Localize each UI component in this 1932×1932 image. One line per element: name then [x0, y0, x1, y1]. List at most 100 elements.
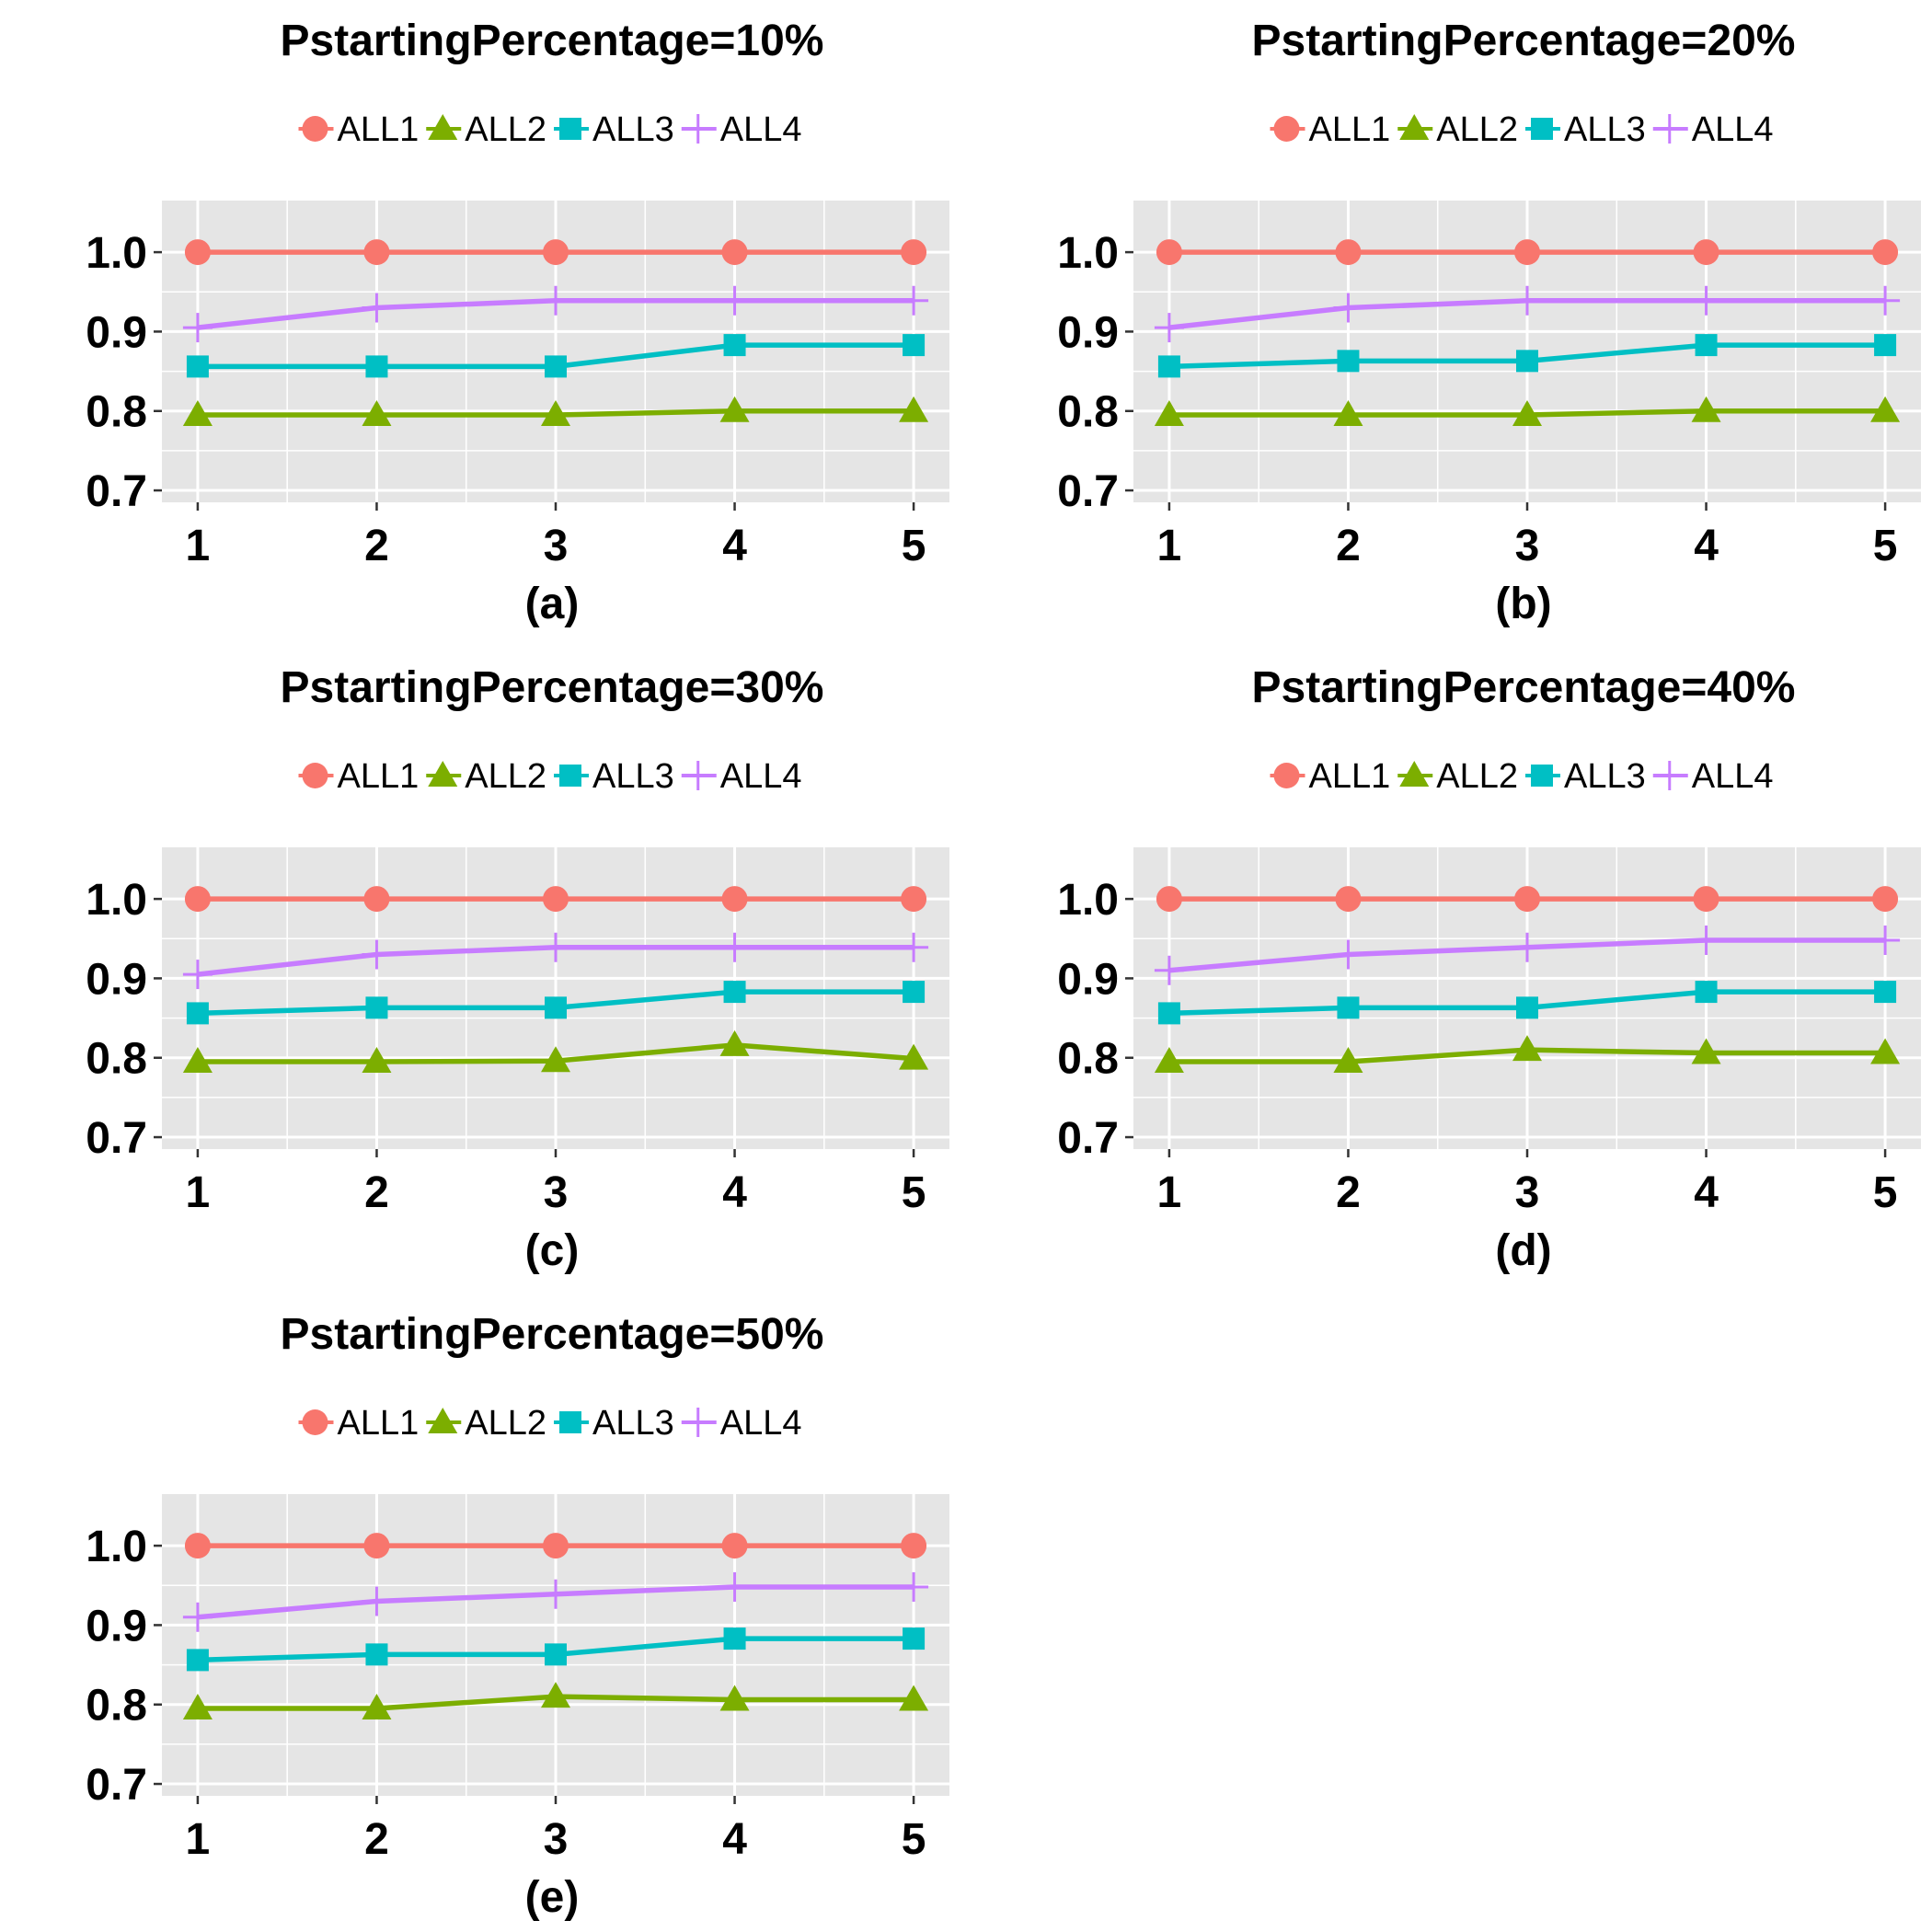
chart-title: PstartingPercentage=50%	[281, 1310, 824, 1359]
x-tick-label: 1	[1157, 1168, 1182, 1217]
legend-label: ALL1	[338, 757, 420, 796]
x-tick-label: 5	[902, 1168, 926, 1217]
data-point-all3	[1157, 355, 1180, 378]
data-point-all1	[363, 1533, 390, 1559]
legend-key-marker	[1273, 116, 1300, 142]
x-tick-label: 2	[364, 522, 389, 570]
chart-panel-5: PstartingPercentage=50% ALL1 ALL2 ALL3 ALL4 0…	[86, 1310, 949, 1922]
series-all1	[184, 1533, 927, 1559]
x-axis-label: (d)	[1495, 1226, 1551, 1275]
data-point-all1	[1693, 886, 1719, 913]
data-point-all3	[1337, 350, 1360, 373]
legend-item-all1: ALL1	[1270, 110, 1390, 149]
x-axis-label: (a)	[525, 580, 580, 628]
data-point-all4	[1870, 285, 1901, 316]
data-point-all4	[719, 932, 750, 962]
data-point-all2	[899, 1043, 929, 1070]
chart-panel-1: PstartingPercentage=10% ALL1 ALL2 ALL3 ALL4 0…	[86, 17, 949, 628]
series-all2	[182, 1029, 929, 1074]
legend-label: ALL1	[338, 110, 420, 149]
x-tick-label: 3	[544, 1815, 569, 1864]
data-point-all1	[543, 239, 569, 266]
data-point-all2	[362, 400, 392, 427]
y-tick-label: 1.0	[1057, 229, 1119, 278]
legend-label: ALL4	[720, 110, 802, 149]
data-point-all2	[1691, 396, 1721, 422]
y-tick-label: 0.8	[1057, 1035, 1119, 1084]
data-point-all3	[1516, 996, 1538, 1019]
data-point-all3	[365, 1643, 388, 1666]
x-tick-label: 2	[364, 1168, 389, 1217]
y-tick-label: 1.0	[1057, 876, 1119, 925]
series-all1	[184, 886, 927, 913]
chart-panel-4: PstartingPercentage=40% ALL1 ALL2 ALL3 ALL4 0…	[1057, 663, 1921, 1275]
data-point-all1	[1335, 239, 1362, 266]
data-point-all1	[543, 886, 569, 913]
data-point-all2	[899, 1685, 929, 1711]
data-point-all1	[901, 1533, 927, 1559]
data-point-all2	[719, 396, 750, 422]
series-all3	[1157, 334, 1897, 378]
legend-label: ALL2	[465, 757, 546, 796]
series-all1	[1156, 886, 1899, 913]
legend-key-marker	[302, 1409, 328, 1435]
y-tick-label: 1.0	[86, 876, 147, 925]
y-tick-label: 0.9	[86, 955, 147, 1004]
legend-key-marker	[559, 1411, 581, 1433]
data-point-all4	[182, 960, 213, 990]
legend-item-all4: ALL4	[1652, 110, 1774, 149]
legend: ALL1 ALL2 ALL3 ALL4	[1270, 757, 1774, 796]
y-tick-label: 0.7	[1057, 467, 1119, 516]
data-point-all2	[1333, 400, 1363, 427]
data-point-all1	[721, 886, 748, 913]
data-point-all2	[1512, 400, 1542, 427]
x-tick-label: 4	[1694, 1168, 1719, 1217]
series-all4	[182, 932, 929, 990]
legend-label: ALL2	[1436, 110, 1518, 149]
series-all3	[186, 981, 926, 1025]
legend-key-marker	[1531, 765, 1553, 787]
data-point-all1	[184, 239, 211, 266]
chart-title: PstartingPercentage=10%	[281, 17, 824, 65]
x-tick-label: 1	[186, 1168, 211, 1217]
data-point-all4	[182, 313, 213, 343]
data-point-all1	[901, 886, 927, 913]
x-tick-label: 4	[722, 1168, 747, 1217]
legend-key-marker	[559, 118, 581, 140]
legend-label: ALL2	[1436, 757, 1518, 796]
x-tick-label: 4	[1694, 522, 1719, 570]
legend-key-marker	[1531, 118, 1553, 140]
data-point-all4	[899, 1571, 929, 1602]
data-point-all2	[1691, 1038, 1721, 1064]
y-tick-label: 0.8	[86, 1682, 147, 1731]
y-tick-label: 0.9	[1057, 308, 1119, 357]
y-tick-label: 1.0	[86, 1523, 147, 1571]
y-tick-label: 0.8	[86, 1035, 147, 1084]
legend-item-all1: ALL1	[298, 757, 420, 796]
data-point-all3	[365, 355, 388, 378]
legend-item-all2: ALL2	[1397, 757, 1518, 796]
legend: ALL1 ALL2 ALL3 ALL4	[298, 1404, 802, 1443]
legend-key-marker	[683, 761, 713, 790]
series-all2	[1154, 1035, 1901, 1074]
x-tick-label: 4	[722, 522, 747, 570]
legend-label: ALL1	[338, 1404, 420, 1443]
data-point-all3	[1157, 1002, 1180, 1025]
data-point-all4	[182, 1602, 213, 1632]
data-point-all2	[899, 396, 929, 422]
y-tick-label: 0.8	[86, 388, 147, 437]
legend-key-marker	[683, 1408, 713, 1437]
data-point-all4	[362, 939, 392, 970]
legend-key-marker	[428, 114, 458, 140]
data-point-all3	[545, 996, 567, 1019]
data-point-all3	[545, 355, 567, 378]
legend-label: ALL4	[720, 1404, 802, 1443]
x-tick-label: 5	[1873, 522, 1898, 570]
data-point-all1	[1335, 886, 1362, 913]
data-point-all3	[1516, 350, 1538, 373]
legend-key-marker	[302, 763, 328, 788]
chart-title: PstartingPercentage=40%	[1252, 663, 1796, 712]
legend-label: ALL4	[1692, 110, 1774, 149]
x-tick-label: 1	[1157, 522, 1182, 570]
